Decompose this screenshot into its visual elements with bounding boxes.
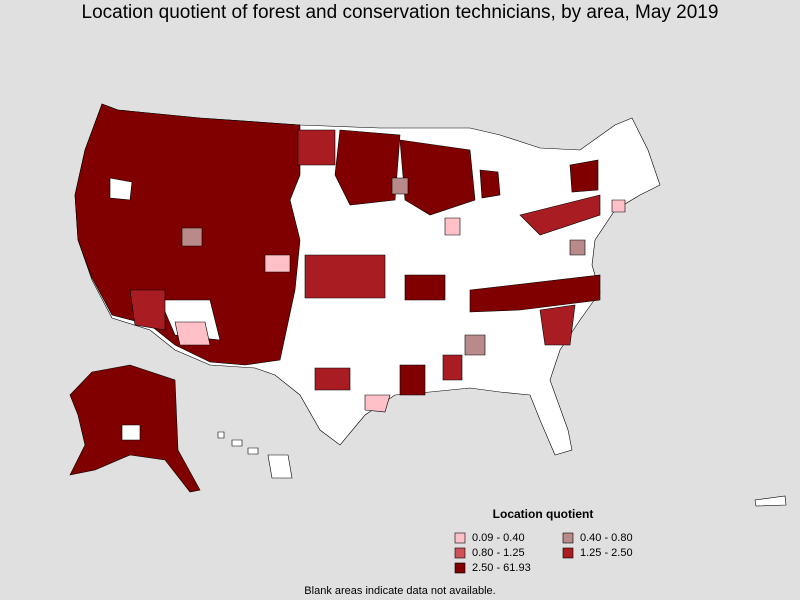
region [364, 394, 391, 413]
region [399, 364, 426, 396]
legend-label: 0.09 - 0.40 [472, 532, 525, 544]
hawaii [247, 447, 259, 455]
region [444, 217, 461, 236]
region [314, 367, 351, 391]
legend-label: 0.40 - 0.80 [580, 532, 633, 544]
region [391, 177, 409, 195]
region [469, 274, 601, 313]
region [464, 334, 486, 356]
map [69, 103, 787, 507]
legend-label: 1.25 - 2.50 [580, 547, 633, 559]
region [181, 227, 203, 247]
legend-label: 0.80 - 1.25 [472, 547, 525, 559]
region [569, 159, 599, 193]
region [399, 139, 476, 216]
legend-swatch [562, 547, 574, 559]
legend-swatch [454, 547, 466, 559]
region [121, 424, 141, 441]
hawaii [231, 439, 243, 447]
footnote: Blank areas indicate data not available. [304, 585, 495, 597]
region [442, 354, 463, 381]
region [611, 199, 626, 213]
legend-swatch [562, 532, 574, 544]
region [304, 254, 386, 299]
legend-swatch [454, 562, 466, 574]
map-title: Location quotient of forest and conserva… [82, 2, 719, 23]
region [129, 289, 166, 331]
hawaii [217, 431, 225, 439]
region [297, 129, 336, 166]
region [479, 169, 501, 199]
hawaii [267, 454, 293, 479]
region [539, 304, 576, 346]
region [519, 194, 601, 236]
region [569, 239, 586, 256]
region [109, 177, 133, 201]
region [264, 254, 291, 273]
legend-swatch [454, 532, 466, 544]
legend-label: 2.50 - 61.93 [472, 562, 531, 574]
region [404, 274, 446, 301]
legend-title: Location quotient [493, 507, 594, 521]
puerto-rico [754, 495, 787, 507]
region [174, 321, 211, 346]
legend: Location quotient 0.09 - 0.40 0.40 - 0.80… [454, 507, 633, 574]
region [334, 129, 401, 206]
